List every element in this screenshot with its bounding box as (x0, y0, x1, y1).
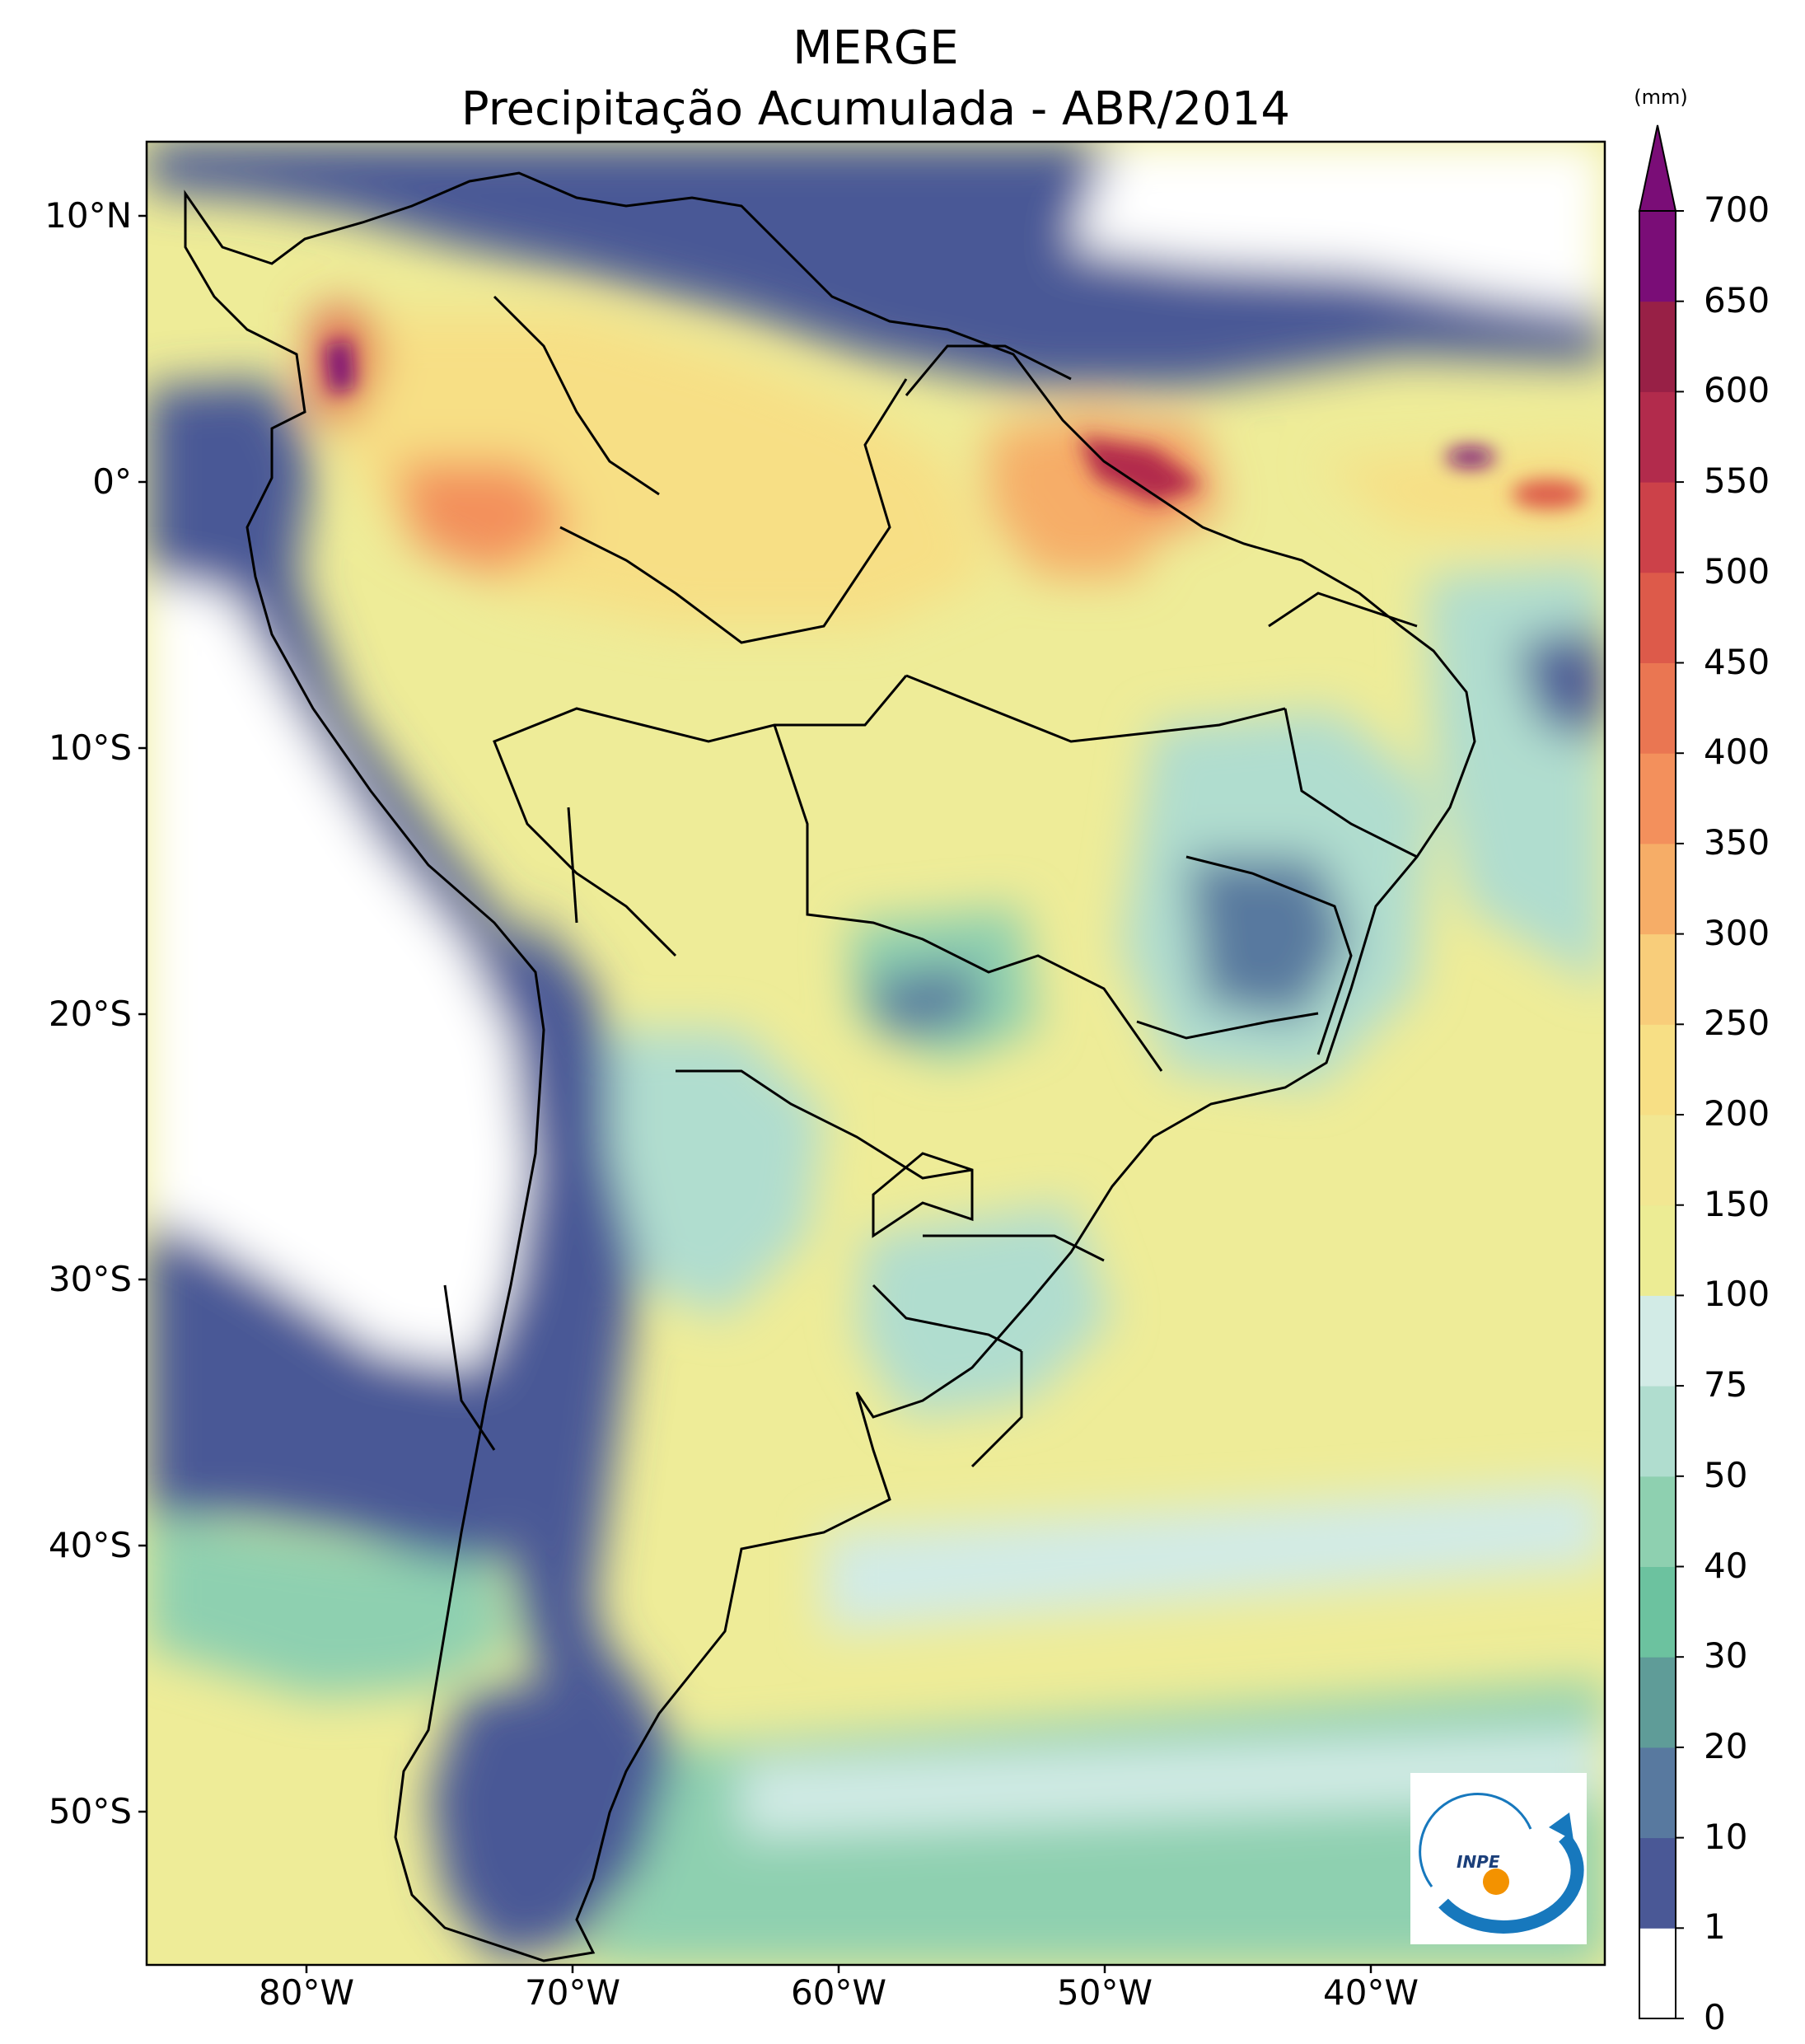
colorbar-label: 650 (1704, 279, 1770, 320)
lat-label: 0° (92, 461, 132, 502)
colorbar-label: 0 (1704, 1997, 1726, 2037)
colorbar-bin (1639, 572, 1676, 663)
colorbar-bin (1639, 301, 1676, 392)
lat-label: 20°S (48, 994, 132, 1034)
colorbar-bin (1639, 1115, 1676, 1206)
colorbar-label: 1 (1704, 1906, 1726, 1948)
lat-label: 30°S (48, 1259, 132, 1299)
colorbar-label: 40 (1704, 1545, 1748, 1586)
colorbar-label: 400 (1704, 732, 1770, 773)
lon-label: 60°W (791, 1972, 886, 2013)
lon-label: 40°W (1323, 1972, 1419, 2013)
title-line-2: Precipitação Acumulada - ABR/2014 (461, 82, 1291, 136)
colorbar-label: 250 (1704, 1003, 1770, 1044)
colorbar-bin (1639, 1657, 1676, 1748)
colorbar-label: 20 (1704, 1725, 1748, 1766)
colorbar-bin (1639, 753, 1676, 844)
colorbar-label: 50 (1704, 1454, 1748, 1495)
inpe-logo: INPE (1410, 1773, 1587, 1944)
colorbar-label: 10 (1704, 1816, 1748, 1857)
colorbar-bin (1639, 662, 1676, 754)
colorbar-label: 600 (1704, 370, 1770, 411)
colorbar-extend-arrow (1638, 124, 1677, 212)
colorbar-bin (1639, 1386, 1676, 1477)
colorbar-bin (1639, 1295, 1676, 1387)
precipitation-field (147, 142, 1605, 1965)
title-line-1: MERGE (793, 21, 959, 75)
colorbar-label: 150 (1704, 1183, 1770, 1224)
country-outlines (184, 171, 1476, 1962)
lat-label: 10°N (44, 195, 132, 236)
lat-label: 50°S (48, 1791, 132, 1831)
map-frame (145, 140, 1606, 1967)
svg-text:INPE: INPE (1457, 1852, 1500, 1872)
colorbar-label: 350 (1704, 821, 1770, 863)
lat-label: 10°S (48, 727, 132, 768)
map-title: MERGE Precipitação Acumulada - ABR/2014 (147, 18, 1605, 140)
colorbar-bin (1639, 1566, 1676, 1658)
colorbar-bin (1639, 211, 1676, 302)
colorbar-bin (1639, 1024, 1676, 1116)
colorbar-label: 30 (1704, 1635, 1748, 1677)
axis-ticks (138, 214, 1372, 1973)
colorbar-bin (1639, 1204, 1676, 1296)
colorbar-label: 500 (1704, 550, 1770, 592)
colorbar-bin (1639, 1747, 1676, 1839)
colorbar-bin (1639, 1476, 1676, 1567)
colorbar-label: 550 (1704, 461, 1770, 502)
colorbar-label: 700 (1704, 189, 1770, 230)
colorbar-label: 100 (1704, 1274, 1770, 1315)
colorbar-unit: (mm) (1634, 86, 1688, 109)
colorbar-bin (1639, 933, 1676, 1025)
colorbar (1638, 124, 1684, 2019)
lon-label: 70°W (525, 1972, 620, 2013)
colorbar-label: 450 (1704, 641, 1770, 682)
colorbar-label: 75 (1704, 1364, 1748, 1406)
colorbar-bin (1639, 391, 1676, 483)
colorbar-bin (1639, 482, 1676, 573)
lon-label: 80°W (259, 1972, 354, 2013)
colorbar-bin (1639, 843, 1676, 935)
colorbar-label: 300 (1704, 912, 1770, 953)
lat-label: 40°S (48, 1525, 132, 1565)
colorbar-label: 200 (1704, 1093, 1770, 1134)
colorbar-bin (1639, 1928, 1676, 2019)
lon-label: 50°W (1057, 1972, 1153, 2013)
colorbar-bin (1639, 1837, 1676, 1929)
